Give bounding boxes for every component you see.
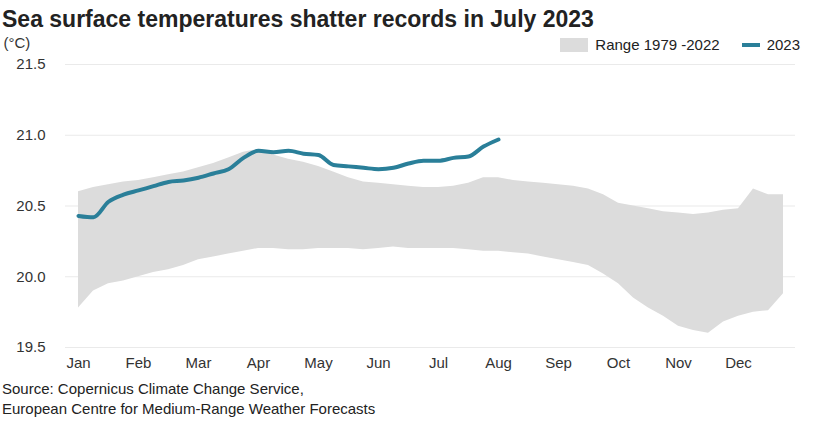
svg-text:(°C): (°C) (4, 34, 31, 51)
svg-text:Jun: Jun (366, 354, 390, 371)
html-text:Sea surface temperatures shatt: Sea surface temperatures shatter records… (2, 6, 594, 32)
svg-text:Sep: Sep (545, 354, 572, 371)
svg-text:Apr: Apr (247, 354, 270, 371)
html-text:Source: Copernicus Climate Cha: Source: Copernicus Climate Change Servic… (2, 380, 304, 397)
svg-text:Feb: Feb (126, 354, 152, 371)
svg-text:21.0: 21.0 (16, 126, 45, 143)
svg-text:Mar: Mar (186, 354, 212, 371)
html-text:European Centre for Medium-Ran: European Centre for Medium-Range Weather… (2, 400, 376, 417)
svg-text:Aug: Aug (485, 354, 512, 371)
html-text:Range 1979 -2022: Range 1979 -2022 (595, 36, 720, 53)
svg-text:20.5: 20.5 (16, 197, 45, 214)
svg-text:Jul: Jul (429, 354, 448, 371)
svg-text:19.5: 19.5 (16, 338, 45, 355)
svg-text:Oct: Oct (607, 354, 631, 371)
svg-text:20.0: 20.0 (16, 268, 45, 285)
svg-text:Jan: Jan (66, 354, 90, 371)
svg-text:Nov: Nov (665, 354, 692, 371)
svg-text:Dec: Dec (725, 354, 752, 371)
html-text:2023: 2023 (766, 36, 800, 53)
svg-text:May: May (304, 354, 333, 371)
svg-text:21.5: 21.5 (16, 55, 45, 72)
